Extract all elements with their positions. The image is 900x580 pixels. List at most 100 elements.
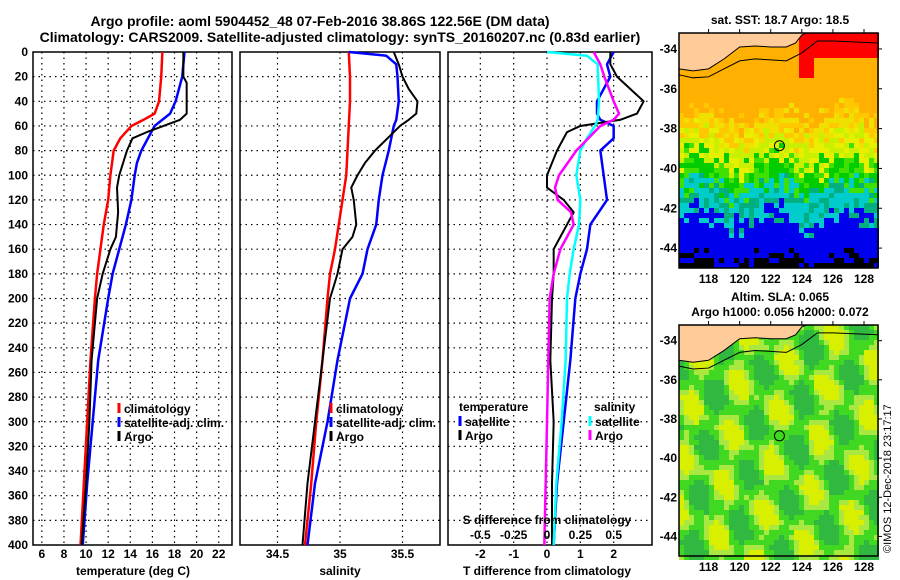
map-cell: [874, 460, 879, 465]
map-cell: [859, 550, 864, 555]
map-cell: [719, 380, 724, 385]
y-tick-label: 180: [8, 267, 28, 281]
map-cell: [824, 258, 829, 263]
map-cell: [734, 555, 739, 560]
map-cell: [734, 98, 739, 103]
map-cell: [714, 173, 719, 178]
x-tick-label: -1: [508, 547, 519, 561]
map-cell: [759, 390, 764, 395]
map-cell: [764, 53, 769, 58]
legend-entry-temp: climatology: [124, 402, 191, 416]
map-cell: [699, 470, 704, 475]
map-cell: [769, 340, 774, 345]
map-cell: [769, 93, 774, 98]
map-cell: [744, 63, 749, 68]
map-cell: [859, 43, 864, 48]
map-cell: [684, 455, 689, 460]
map-cell: [684, 93, 689, 98]
map-cell: [784, 138, 789, 143]
map-cell: [859, 238, 864, 243]
map-cell: [699, 153, 704, 158]
map-cell: [814, 258, 819, 263]
map-cell: [729, 430, 734, 435]
map-cell: [744, 415, 749, 420]
map-cell: [824, 173, 829, 178]
map-cell: [719, 555, 724, 560]
map-cell: [829, 445, 834, 450]
map-cell: [854, 475, 859, 480]
map-cell: [774, 365, 779, 370]
map-cell: [869, 415, 874, 420]
map-cell: [854, 345, 859, 350]
map-cell: [679, 445, 684, 450]
map-cell: [704, 138, 709, 143]
map-cell: [734, 188, 739, 193]
map-cell: [769, 178, 774, 183]
map-cell: [784, 410, 789, 415]
map-cell: [709, 420, 714, 425]
map-cell: [849, 168, 854, 173]
y-tick-label: 300: [8, 415, 28, 429]
map-cell: [704, 123, 709, 128]
map-cell: [814, 193, 819, 198]
map-cell: [724, 198, 729, 203]
map-cell: [859, 400, 864, 405]
map-cell: [779, 420, 784, 425]
map-cell: [849, 345, 854, 350]
map-cell: [804, 445, 809, 450]
map-x-tick-label: 128: [854, 560, 874, 574]
map-cell: [779, 253, 784, 258]
map-cell: [804, 78, 809, 83]
map-cell: [844, 168, 849, 173]
map-cell: [749, 263, 754, 268]
map-cell: [714, 430, 719, 435]
map-cell: [819, 263, 824, 268]
map-cell: [759, 475, 764, 480]
map-cell: [729, 450, 734, 455]
map-cell: [734, 73, 739, 78]
map-cell: [769, 148, 774, 153]
map-cell: [699, 108, 704, 113]
map-cell: [714, 360, 719, 365]
map-cell: [769, 505, 774, 510]
map-cell: [789, 415, 794, 420]
map-cell: [749, 385, 754, 390]
map-cell: [704, 365, 709, 370]
map-cell: [864, 360, 869, 365]
map-cell: [839, 525, 844, 530]
map-cell: [854, 520, 859, 525]
map-cell: [834, 415, 839, 420]
x-tick-label: 14: [124, 547, 138, 561]
map-cell: [814, 248, 819, 253]
map-cell: [794, 263, 799, 268]
map-cell: [794, 465, 799, 470]
map-cell: [679, 480, 684, 485]
map-cell: [694, 550, 699, 555]
map-cell: [849, 415, 854, 420]
map-cell: [709, 243, 714, 248]
map-cell: [779, 345, 784, 350]
map-cell: [809, 435, 814, 440]
map-cell: [774, 53, 779, 58]
map-cell: [814, 335, 819, 340]
map-cell: [749, 108, 754, 113]
map-cell: [819, 475, 824, 480]
map-cell: [874, 365, 879, 370]
map-cell: [819, 485, 824, 490]
map-cell: [789, 370, 794, 375]
map-cell: [789, 550, 794, 555]
map-cell: [684, 118, 689, 123]
map-cell: [874, 53, 879, 58]
map-cell: [859, 218, 864, 223]
map-cell: [769, 415, 774, 420]
map-cell: [704, 490, 709, 495]
map-cell: [804, 465, 809, 470]
map-cell: [679, 410, 684, 415]
map-cell: [834, 73, 839, 78]
map-cell: [869, 138, 874, 143]
map-cell: [869, 435, 874, 440]
map-cell: [764, 395, 769, 400]
map-cell: [864, 455, 869, 460]
map-cell: [849, 355, 854, 360]
map-cell: [704, 158, 709, 163]
